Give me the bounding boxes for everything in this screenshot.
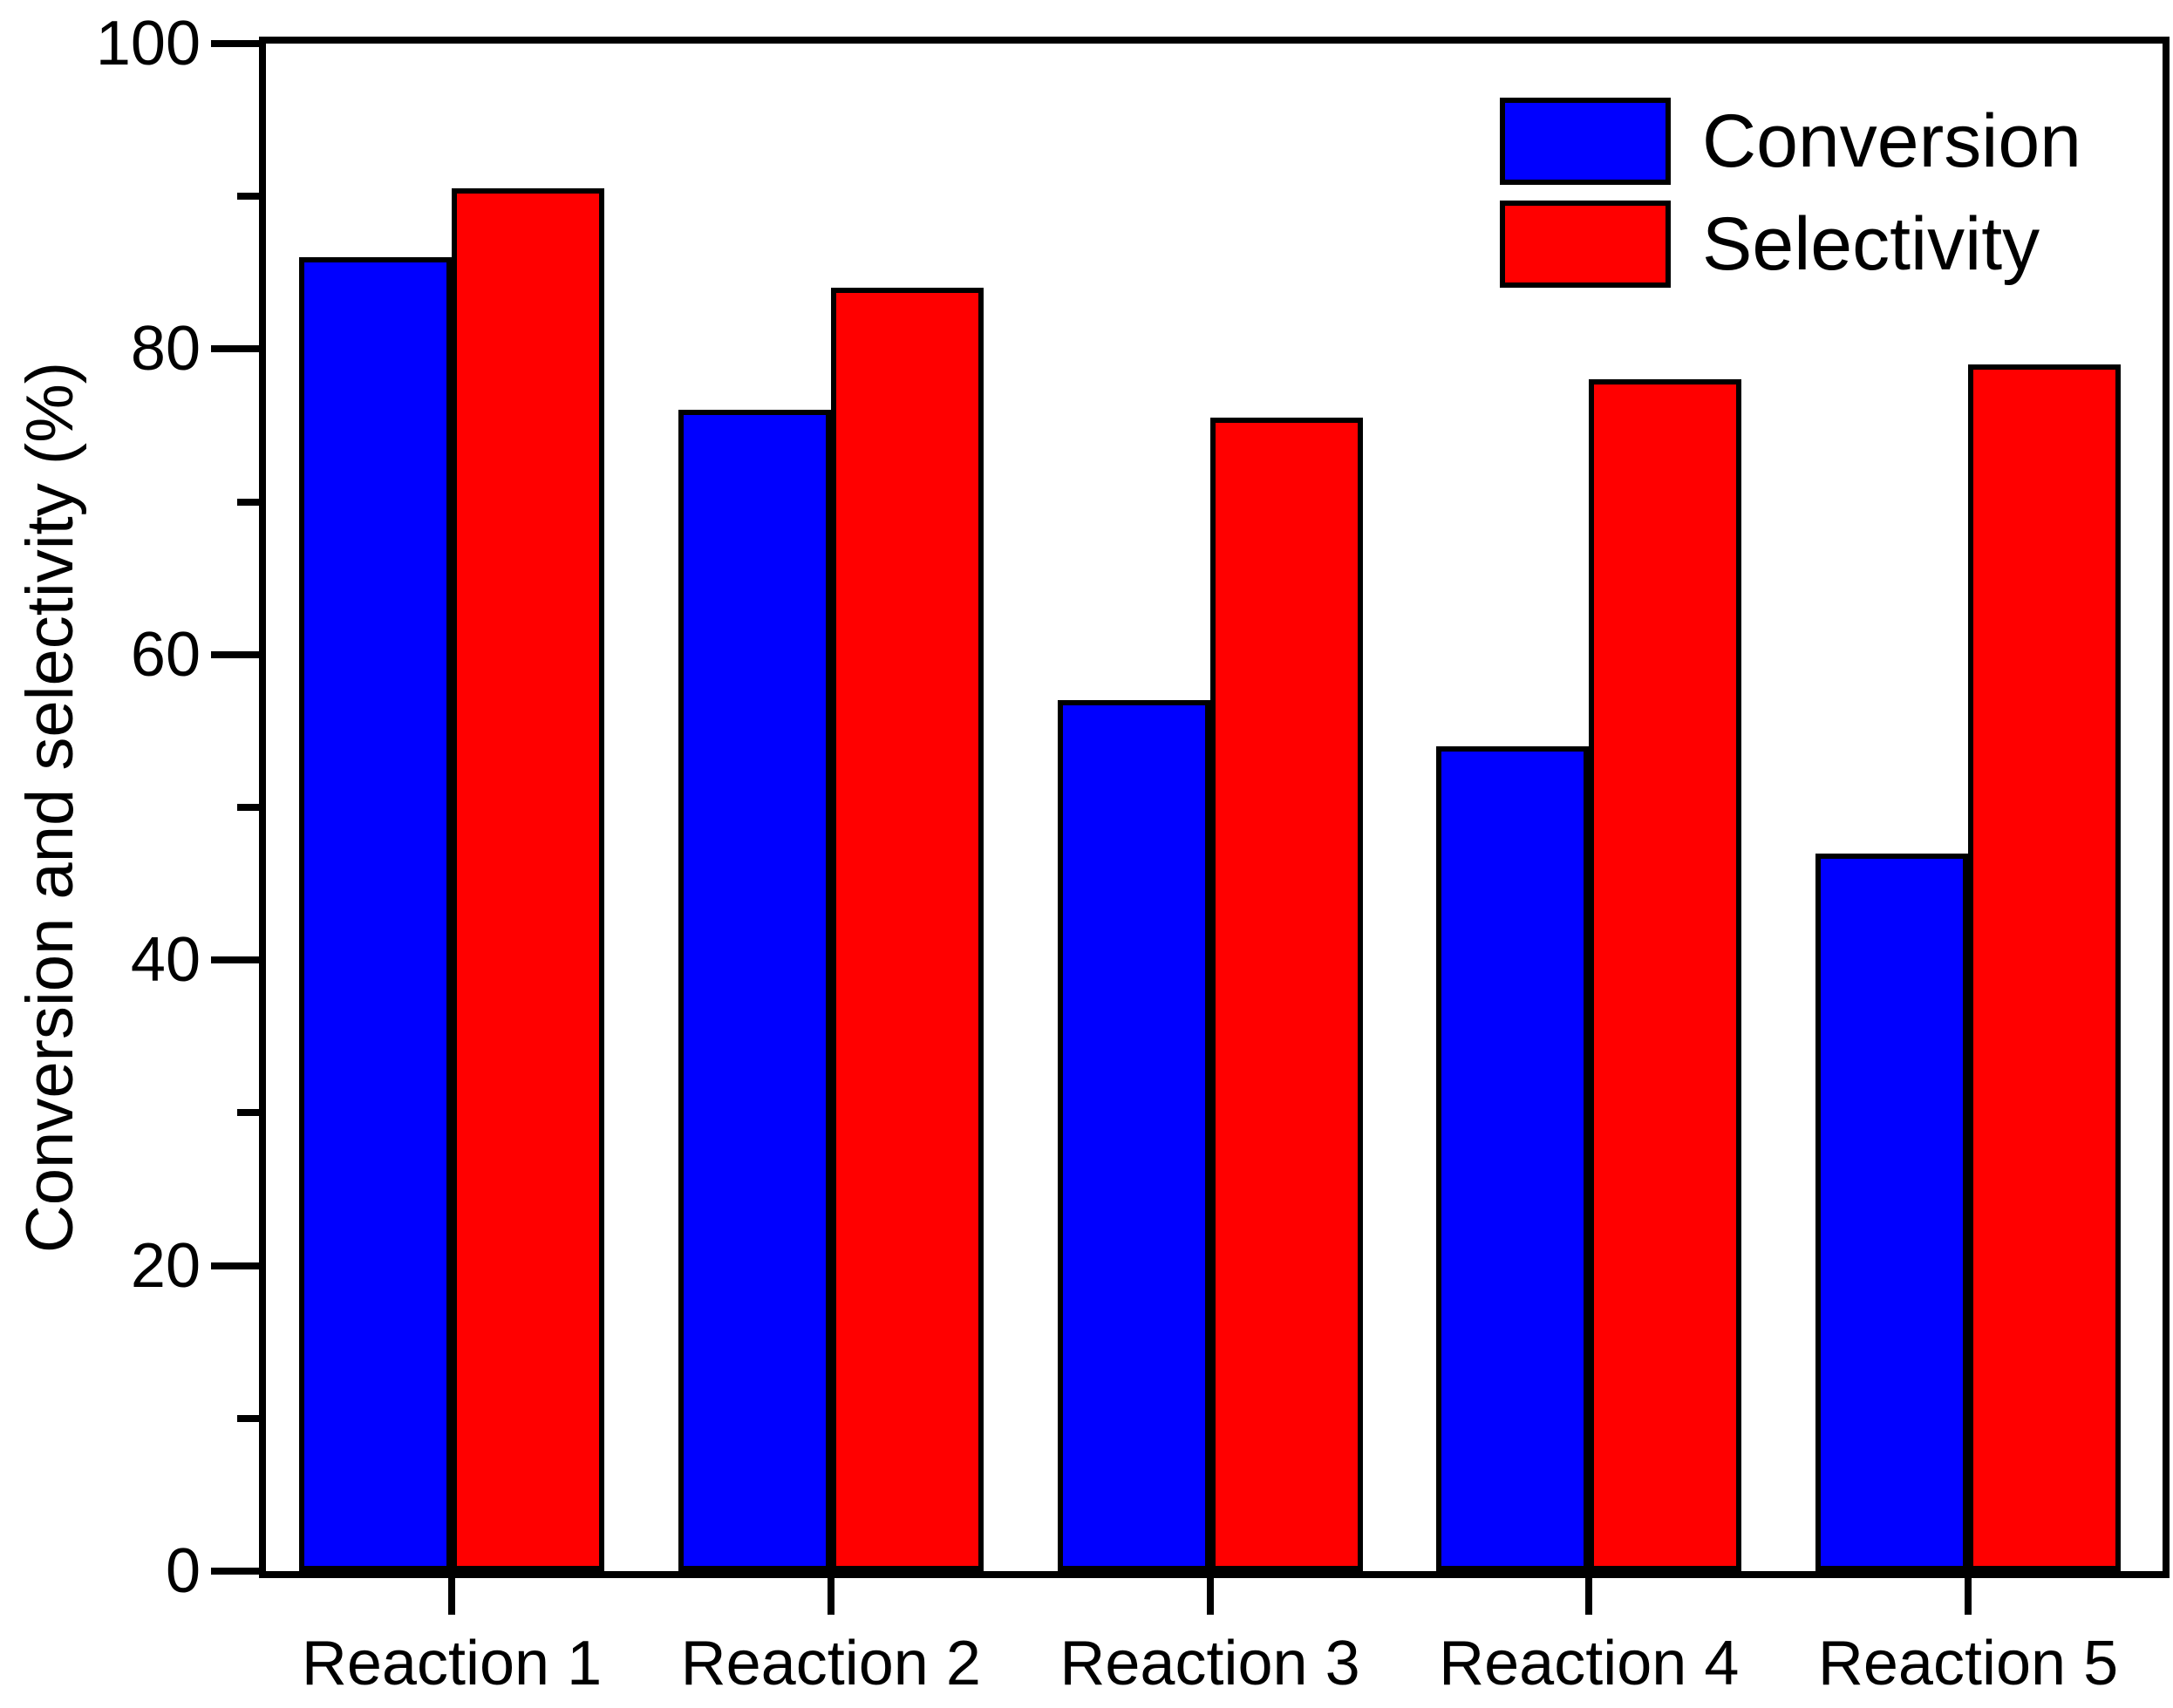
y-minor-tick — [237, 498, 259, 506]
y-major-tick — [211, 956, 259, 964]
x-major-tick — [448, 1578, 455, 1615]
y-tick-label: 40 — [130, 925, 201, 996]
legend-label-conversion: Conversion — [1702, 99, 2081, 183]
bar-selectivity-reaction-2 — [830, 288, 984, 1571]
bar-selectivity-reaction-3 — [1209, 418, 1363, 1571]
y-minor-tick — [237, 193, 259, 201]
bar-conversion-reaction-3 — [1057, 700, 1210, 1571]
y-major-tick — [211, 1568, 259, 1575]
conversion-swatch — [1500, 98, 1671, 185]
x-tick-label-reaction-2: Reaction 2 — [680, 1629, 981, 1698]
y-tick-label: 60 — [130, 619, 201, 690]
bar-selectivity-reaction-4 — [1589, 379, 1742, 1571]
y-major-tick — [211, 650, 259, 658]
bar-conversion-reaction-2 — [678, 410, 831, 1571]
legend-item-conversion: Conversion — [1500, 98, 2081, 185]
y-tick-label: 0 — [165, 1536, 201, 1606]
bar-selectivity-reaction-1 — [452, 188, 604, 1571]
x-tick-label-reaction-5: Reaction 5 — [1817, 1629, 2119, 1698]
x-tick-label-reaction-4: Reaction 4 — [1439, 1629, 1740, 1698]
bar-selectivity-reaction-5 — [1968, 364, 2121, 1571]
y-major-tick — [211, 40, 259, 47]
plot-area: 0 20 40 60 80 100 Reaction 1 Reaction 2 Reaction… — [96, 12, 2170, 1695]
x-major-tick — [1965, 1578, 1972, 1615]
y-minor-tick — [237, 804, 259, 811]
x-tick-label-reaction-1: Reaction 1 — [301, 1629, 603, 1698]
x-major-tick — [1585, 1578, 1593, 1615]
bar-conversion-reaction-5 — [1815, 853, 1968, 1571]
x-tick-label-reaction-3: Reaction 3 — [1059, 1629, 1360, 1698]
y-major-tick — [211, 1262, 259, 1269]
legend-item-selectivity: Selectivity — [1500, 201, 2081, 288]
y-major-tick — [211, 345, 259, 353]
x-major-tick — [827, 1578, 834, 1615]
y-tick-label: 80 — [130, 314, 201, 384]
bar-conversion-reaction-4 — [1436, 745, 1590, 1571]
legend-label-selectivity: Selectivity — [1702, 202, 2040, 286]
y-minor-tick — [237, 1414, 259, 1422]
x-major-tick — [1206, 1578, 1214, 1615]
y-tick-label: 20 — [130, 1230, 201, 1301]
bar-conversion-reaction-1 — [299, 257, 452, 1571]
selectivity-swatch — [1500, 201, 1671, 288]
y-axis-title: Conversion and selectivity (%) — [13, 361, 87, 1254]
y-tick-label: 100 — [95, 9, 201, 78]
legend: Conversion Selectivity — [1500, 98, 2081, 303]
y-minor-tick — [237, 1109, 259, 1117]
